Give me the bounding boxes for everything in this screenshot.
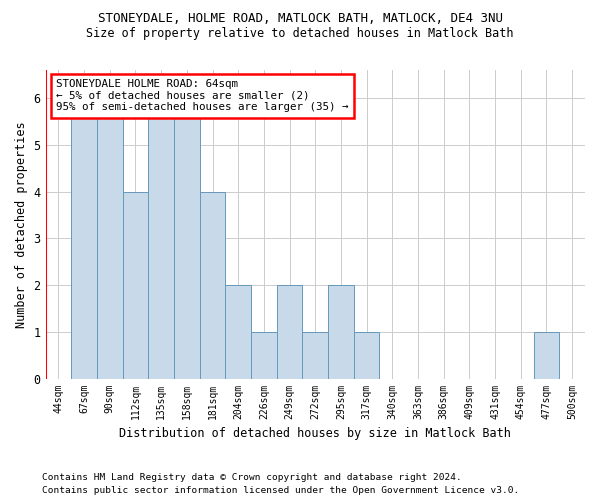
Bar	[328, 285, 354, 378]
Text: Contains HM Land Registry data © Crown copyright and database right 2024.: Contains HM Land Registry data © Crown c…	[42, 474, 462, 482]
Bar	[97, 98, 122, 378]
Bar	[200, 192, 226, 378]
Text: Size of property relative to detached houses in Matlock Bath: Size of property relative to detached ho…	[86, 28, 514, 40]
Bar	[302, 332, 328, 378]
Bar	[533, 332, 559, 378]
Bar	[354, 332, 379, 378]
Text: STONEYDALE, HOLME ROAD, MATLOCK BATH, MATLOCK, DE4 3NU: STONEYDALE, HOLME ROAD, MATLOCK BATH, MA…	[97, 12, 503, 26]
Bar	[71, 98, 97, 378]
Y-axis label: Number of detached properties: Number of detached properties	[15, 121, 28, 328]
Bar	[277, 285, 302, 378]
Bar	[148, 98, 174, 378]
Bar	[174, 98, 200, 378]
Text: Contains public sector information licensed under the Open Government Licence v3: Contains public sector information licen…	[42, 486, 519, 495]
Bar	[226, 285, 251, 378]
Bar	[251, 332, 277, 378]
Bar	[122, 192, 148, 378]
Text: STONEYDALE HOLME ROAD: 64sqm
← 5% of detached houses are smaller (2)
95% of semi: STONEYDALE HOLME ROAD: 64sqm ← 5% of det…	[56, 80, 349, 112]
X-axis label: Distribution of detached houses by size in Matlock Bath: Distribution of detached houses by size …	[119, 427, 511, 440]
